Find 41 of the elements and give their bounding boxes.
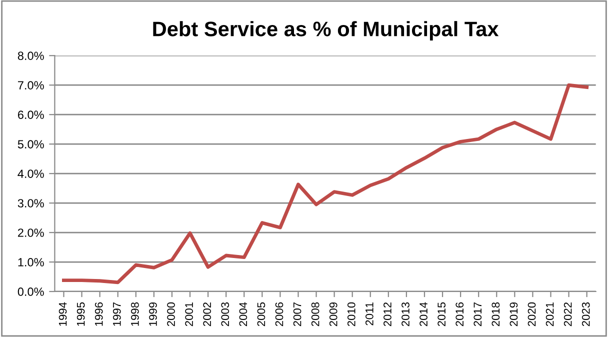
x-tick-label: 2011 [365,302,374,326]
x-tick-label: 2000 [167,302,175,326]
x-tick-label: 1994 [58,302,67,326]
x-tick-label: 2020 [528,302,536,326]
y-tick-label: 3.0% [18,199,44,208]
x-tick-label: 2008 [311,302,320,326]
x-tick-label: 2013 [402,302,410,326]
x-tick-label: 2004 [239,302,248,326]
y-tick-label: 1.0% [18,258,44,266]
chart-title: Debt Service as % of Municipal Tax [153,21,499,40]
line-series [62,83,589,284]
x-tick-label: 2016 [456,302,464,326]
x-tick-label: 2021 [546,302,554,326]
y-tick-label: 8.0% [18,52,44,60]
x-tick-label: 1996 [94,302,103,326]
x-tick-label: 2006 [275,302,284,326]
y-tick-label: 2.0% [18,228,44,237]
y-tick-label: 6.0% [18,110,44,119]
x-tick-label: 2007 [293,302,302,326]
x-tick-label: 2005 [257,302,266,326]
x-tick-label: 2019 [510,302,518,326]
x-tick-label: 2010 [347,302,356,326]
x-tick-label: 2022 [564,302,572,326]
x-tick-label: 2003 [221,302,230,326]
x-tick-label: 2009 [329,302,338,326]
x-tick-label: 2015 [438,302,446,326]
y-tick-label: 7.0% [18,81,44,90]
x-tick-label: 2023 [582,302,590,326]
x-tick-label: 1995 [76,302,85,326]
x-tick-label: 2014 [420,302,428,326]
x-tick-label: 2018 [492,302,500,326]
x-tick-label: 2012 [384,302,392,326]
x-tick-label: 1999 [149,302,157,326]
x-tick-label: 1998 [131,302,139,326]
y-tick-label: 0.0% [18,288,44,296]
x-tick-label: 2001 [185,302,193,326]
y-tick-label: 4.0% [18,170,44,178]
x-tick-label: 1997 [112,302,121,326]
x-tick-label: 2002 [203,302,212,326]
x-tick-label: 2017 [474,302,482,326]
y-tick-label: 5.0% [18,140,44,148]
